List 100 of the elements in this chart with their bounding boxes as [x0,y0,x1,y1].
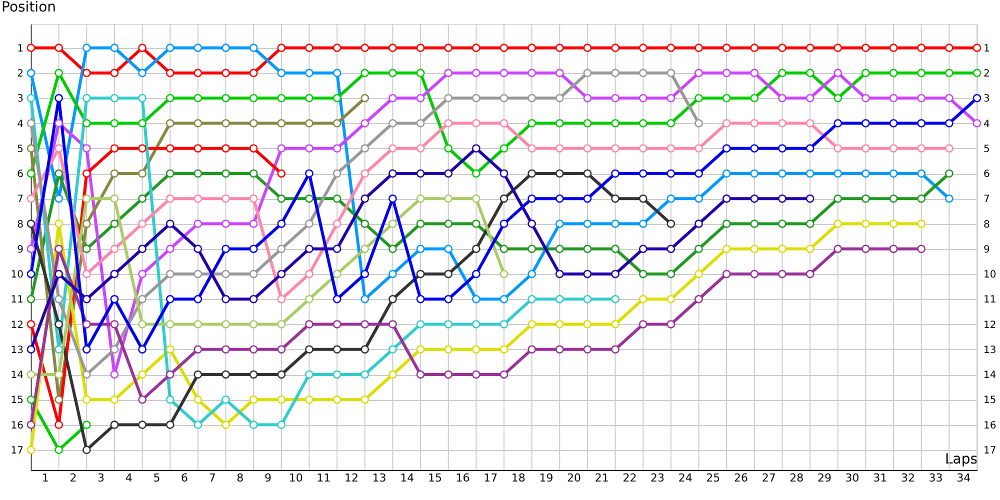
point [694,119,703,128]
point [444,119,453,128]
point [972,94,982,102]
point [26,220,36,228]
y-tick-label: 16 [10,420,24,432]
point [54,244,64,254]
point [666,144,676,153]
point [360,194,370,203]
x-tick-label: 20 [567,472,582,484]
point [222,194,230,203]
x-tick-label: 29 [817,472,832,484]
point [444,370,453,379]
point [722,94,731,102]
point [277,370,286,379]
point [82,94,91,102]
point [166,320,174,328]
x-tick-label: 32 [900,472,915,484]
point [110,68,119,78]
point [26,94,36,102]
point [638,320,648,328]
point [889,44,898,52]
point [332,395,342,404]
point [638,270,648,278]
point [416,294,425,304]
x-tick-label: 30 [845,472,860,484]
point [862,169,870,178]
point [305,345,314,354]
point [26,244,36,254]
point [416,270,425,278]
point [834,119,842,128]
point [110,320,119,328]
point [138,220,146,228]
point [778,44,786,52]
point [611,345,620,354]
x-tick-label: 1 [42,472,49,484]
x-tick-label: 16 [456,472,470,484]
x-tick-label: 13 [372,472,386,484]
point [416,320,425,328]
point [360,144,370,153]
point [26,270,36,278]
point [638,119,648,128]
point [360,94,370,102]
point [944,144,954,153]
point [778,68,786,78]
point [332,44,342,52]
point [110,220,119,228]
point [917,94,926,102]
point [138,294,146,304]
point [555,169,564,178]
point [889,68,898,78]
point [277,144,286,153]
point [722,194,731,203]
point [666,270,676,278]
point [166,119,174,128]
point [194,420,202,429]
point [82,68,91,78]
point [500,270,508,278]
y2-tick-label: 7 [984,194,990,206]
point [500,220,508,228]
point [110,370,119,379]
point [444,345,453,354]
point [472,244,480,254]
point [305,220,314,228]
point [82,395,91,404]
point [806,94,814,102]
point [806,119,814,128]
point [222,244,230,254]
point [694,270,703,278]
point [528,244,536,254]
point [54,395,64,404]
point [583,244,592,254]
x-tick-label: 31 [873,472,888,484]
point [944,44,954,52]
point [166,244,174,254]
point [360,320,370,328]
point [638,194,648,203]
point [416,144,425,153]
point [388,169,397,178]
point [694,194,703,203]
y2-tick-label: 3 [984,94,990,105]
point [722,44,731,52]
point [277,220,286,228]
point [528,320,536,328]
point [305,94,314,102]
point [138,169,146,178]
point [611,194,620,203]
point [138,244,146,254]
point [416,169,425,178]
point [277,44,286,52]
point [26,68,36,78]
x-tick-label: 12 [344,472,358,484]
point [222,220,230,228]
point [277,94,286,102]
point [26,144,36,153]
y-tick-label: 5 [17,144,24,155]
point [694,220,703,228]
point [750,270,759,278]
point [305,270,314,278]
point [862,44,870,52]
point [806,194,814,203]
